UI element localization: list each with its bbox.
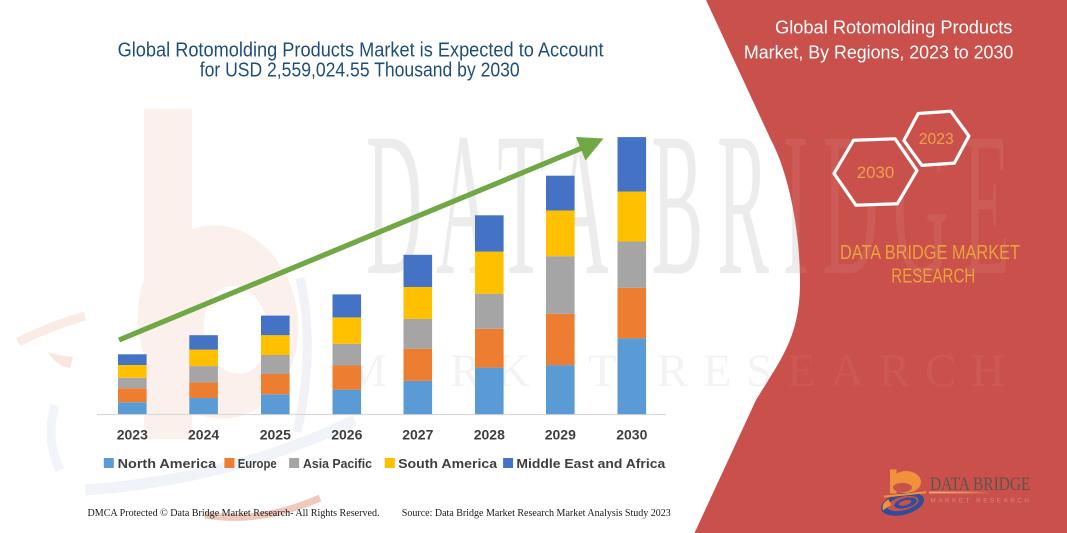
svg-text:2025: 2025 — [260, 427, 291, 443]
svg-text:2024: 2024 — [188, 427, 219, 443]
svg-text:2023: 2023 — [919, 131, 954, 148]
svg-text:2030: 2030 — [857, 163, 895, 182]
svg-text:MARKET RESEARCH: MARKET RESEARCH — [931, 498, 1032, 505]
svg-text:Global Rotomolding Products Ma: Global Rotomolding Products Market is Ex… — [118, 39, 604, 61]
svg-text:2030: 2030 — [616, 427, 647, 443]
svg-text:2023: 2023 — [117, 427, 148, 443]
svg-text:DATA BRIDGE MARKET: DATA BRIDGE MARKET — [840, 242, 1020, 264]
svg-text:2028: 2028 — [474, 427, 505, 443]
svg-text:Middle East and Africa: Middle East and Africa — [516, 456, 666, 471]
svg-text:2029: 2029 — [545, 427, 576, 443]
svg-text:2027: 2027 — [402, 427, 433, 443]
svg-text:2026: 2026 — [331, 427, 362, 443]
svg-text:South America: South America — [398, 456, 498, 471]
svg-text:RESEARCH: RESEARCH — [891, 266, 975, 288]
svg-text:Asia Pacific: Asia Pacific — [303, 456, 372, 471]
svg-text:for USD 2,559,024.55 Thousand: for USD 2,559,024.55 Thousand by 2030 — [200, 60, 520, 82]
svg-text:DATA BRIDGE: DATA BRIDGE — [930, 474, 1031, 495]
svg-text:North America: North America — [118, 456, 217, 471]
svg-text:Global Rotomolding Products: Global Rotomolding Products — [775, 16, 1012, 37]
svg-text:Europe: Europe — [238, 456, 277, 471]
svg-text:DMCA Protected © Data Bridge M: DMCA Protected © Data Bridge Market Rese… — [88, 508, 380, 519]
svg-text:Source: Data Bridge Market Res: Source: Data Bridge Market Research Mark… — [402, 508, 671, 519]
svg-text:Market, By Regions, 2023 to 20: Market, By Regions, 2023 to 2030 — [744, 41, 1013, 62]
